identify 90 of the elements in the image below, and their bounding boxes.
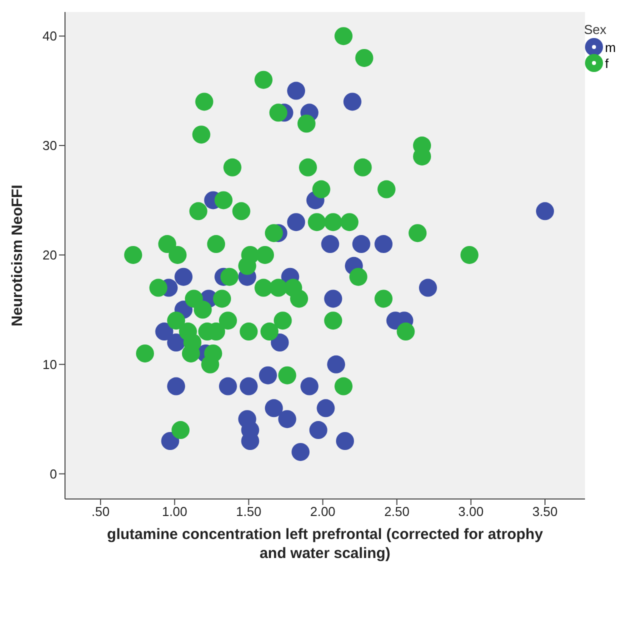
point <box>258 366 277 384</box>
legend-label: m <box>605 40 616 54</box>
point <box>352 235 370 254</box>
point <box>232 202 250 220</box>
y-tick-label: 30 <box>42 138 57 154</box>
y-tick-label: 0 <box>50 466 57 482</box>
point <box>220 268 238 286</box>
point <box>264 399 283 418</box>
point <box>324 290 342 308</box>
point <box>278 366 296 384</box>
point <box>213 290 232 308</box>
point <box>158 235 176 254</box>
point <box>218 377 237 396</box>
point <box>136 344 154 362</box>
point <box>297 114 316 133</box>
point <box>172 421 190 440</box>
point <box>418 278 437 297</box>
point <box>167 312 186 330</box>
point <box>256 246 274 264</box>
point <box>324 213 342 232</box>
point <box>340 213 358 232</box>
point <box>223 158 242 176</box>
point <box>124 246 142 264</box>
point <box>201 355 220 374</box>
point <box>192 126 210 144</box>
x-tick-label: 2.00 <box>310 504 336 520</box>
point <box>377 180 396 198</box>
x-tick-label: 1.50 <box>236 504 262 520</box>
point <box>324 312 342 330</box>
y-tick-label: 40 <box>42 28 57 44</box>
point <box>287 82 306 100</box>
point <box>355 48 374 67</box>
point <box>174 268 193 286</box>
point <box>321 235 340 254</box>
point <box>298 158 317 176</box>
point <box>155 322 174 341</box>
point <box>270 334 289 352</box>
point <box>343 92 362 111</box>
point <box>312 180 330 198</box>
point <box>316 399 335 418</box>
point <box>334 27 353 46</box>
x-tick-label: 3.50 <box>532 504 558 520</box>
point <box>408 224 427 242</box>
point <box>327 355 346 374</box>
point <box>161 432 180 450</box>
point <box>308 213 326 232</box>
point <box>354 158 372 176</box>
point <box>240 377 258 396</box>
point <box>292 442 310 461</box>
point <box>194 300 212 319</box>
point <box>374 235 393 254</box>
y-tick-label: 10 <box>42 357 57 372</box>
y-axis-title: Neuroticism NeoFFI <box>9 184 26 326</box>
point <box>168 246 187 264</box>
point <box>287 213 306 232</box>
point <box>207 235 226 254</box>
x-tick-label: 3.00 <box>458 504 484 520</box>
point <box>240 322 258 341</box>
point <box>254 70 273 89</box>
point <box>309 421 328 440</box>
x-axis-title: glutamine concentration left prefrontal (corrected for atrophy and water scaling) <box>107 526 544 562</box>
point <box>254 278 273 297</box>
point <box>269 104 288 122</box>
point <box>274 312 292 330</box>
point <box>218 312 237 330</box>
point <box>241 246 260 264</box>
point <box>214 191 233 210</box>
point <box>195 92 214 111</box>
point <box>334 377 353 396</box>
point <box>300 377 318 396</box>
point <box>336 432 354 450</box>
x-tick-label: 1.00 <box>162 504 188 520</box>
point <box>149 278 168 297</box>
x-tick-label: 2.50 <box>384 504 410 520</box>
x-tick-label: .50 <box>92 504 110 520</box>
point <box>167 377 186 396</box>
point <box>278 410 296 428</box>
point <box>260 322 278 341</box>
point <box>460 246 478 264</box>
point <box>264 224 283 242</box>
y-tick-label: 20 <box>42 248 57 263</box>
point <box>189 202 208 220</box>
point <box>396 322 415 341</box>
point <box>536 202 554 220</box>
legend-label: f <box>605 56 609 70</box>
point <box>269 278 288 297</box>
point <box>374 290 393 308</box>
point <box>349 268 368 286</box>
point <box>290 290 308 308</box>
legend-title: Sex <box>584 22 608 37</box>
